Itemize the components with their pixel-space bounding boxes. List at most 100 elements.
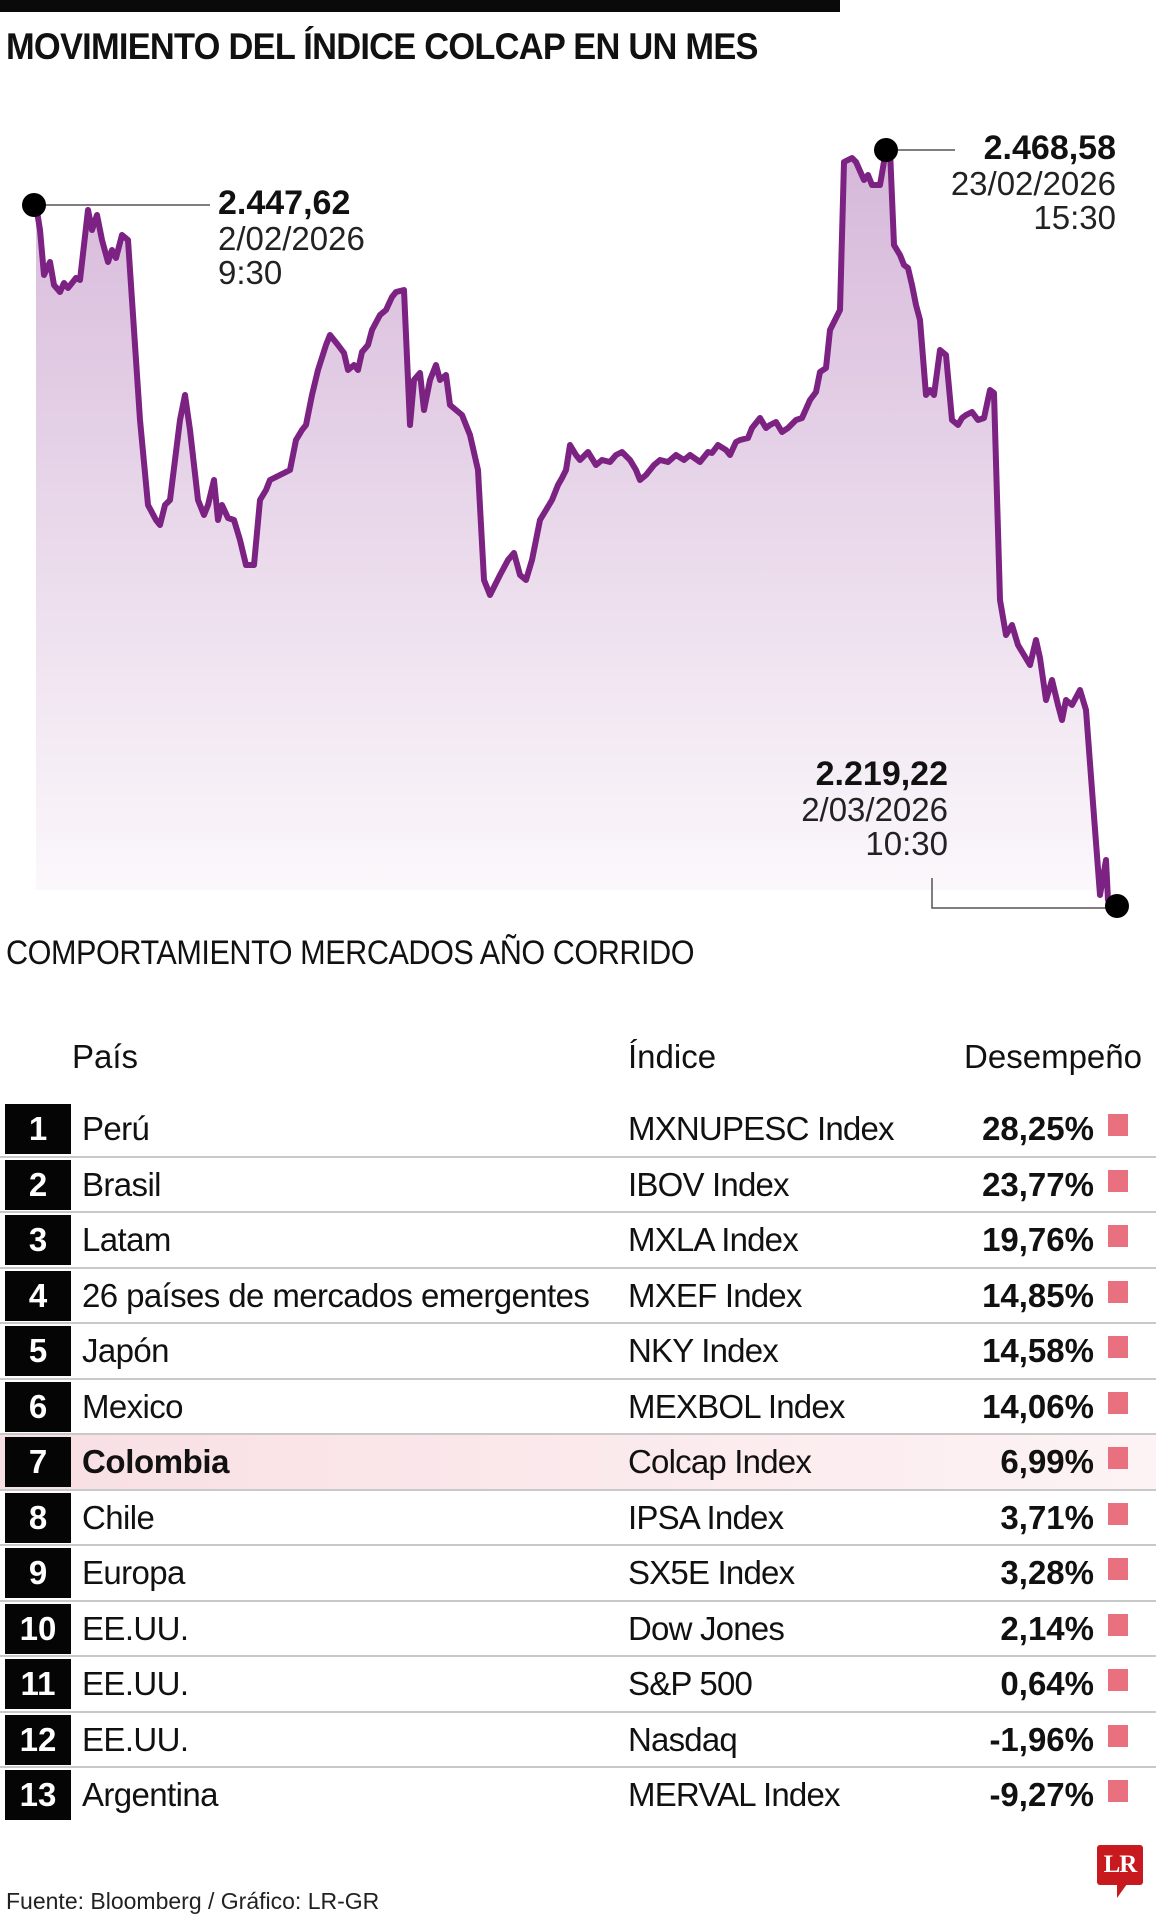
source-credit: Fuente: Bloomberg / Gráfico: LR-GR	[6, 1888, 380, 1914]
performance-cell: 14,06%	[982, 1387, 1094, 1425]
performance-marker-icon	[1108, 1669, 1128, 1691]
end-annotation: 2.219,22 2/03/2026 10:30	[801, 755, 948, 863]
performance-marker-icon	[1108, 1169, 1128, 1192]
start-annotation: 2.447,62 2/02/2026 9:30	[218, 185, 365, 292]
index-cell: SX5E Index	[628, 1554, 795, 1591]
end-leader-line	[931, 878, 1117, 909]
rank-badge: 1	[5, 1104, 71, 1154]
performance-cell: 14,58%	[982, 1332, 1094, 1369]
country-cell: EE.UU.	[82, 1720, 189, 1758]
index-cell: IPSA Index	[628, 1498, 784, 1536]
country-cell: Perú	[82, 1110, 150, 1147]
index-cell: Dow Jones	[628, 1609, 785, 1647]
max-annotation: 2.468,58 23/02/2026 15:30	[950, 129, 1116, 237]
performance-cell: 19,76%	[982, 1221, 1094, 1258]
index-cell: MEXBOL Index	[628, 1387, 845, 1425]
table-row: 6 Mexico MEXBOL Index 14,06%	[0, 1380, 1156, 1435]
table-row: 5 Japón NKY Index 14,58%	[0, 1324, 1156, 1380]
table-header: País Índice Desempeño	[0, 1038, 1156, 1082]
end-point-marker	[1105, 894, 1129, 918]
performance-marker-icon	[1108, 1336, 1128, 1358]
table-row: 3 Latam MXLA Index 19,76%	[0, 1213, 1156, 1269]
country-cell: Mexico	[82, 1387, 184, 1425]
table-row: 9 Europa SX5E Index 3,28%	[0, 1546, 1156, 1602]
rank-badge: 6	[5, 1381, 71, 1432]
markets-table: 1 Perú MXNUPESC Index 28,25% 2 Brasil IB…	[0, 1102, 1156, 1824]
rank-badge: 9	[5, 1548, 71, 1598]
country-cell: Argentina	[82, 1776, 218, 1813]
performance-marker-icon	[1108, 1114, 1128, 1136]
country-cell: Japón	[82, 1332, 170, 1369]
performance-marker-icon	[1108, 1225, 1128, 1247]
performance-marker-icon	[1108, 1558, 1128, 1580]
country-cell: Latam	[82, 1221, 171, 1258]
header-country: País	[72, 1038, 139, 1075]
header-performance: Desempeño	[964, 1038, 1142, 1075]
country-cell: Brasil	[82, 1165, 162, 1203]
start-time: 9:30	[218, 254, 283, 292]
performance-cell: 28,25%	[982, 1110, 1094, 1147]
performance-marker-icon	[1108, 1724, 1128, 1747]
country-cell: EE.UU.	[82, 1609, 189, 1647]
performance-cell: -9,27%	[989, 1776, 1094, 1813]
index-cell: Colcap Index	[628, 1443, 812, 1480]
top-rule	[0, 0, 840, 12]
performance-cell: -1,96%	[989, 1720, 1094, 1758]
index-cell: MXNUPESC Index	[628, 1110, 895, 1147]
end-time: 10:30	[865, 825, 948, 863]
page-title: MOVIMIENTO DEL ÍNDICE COLCAP EN UN MES	[6, 26, 759, 67]
table-row: 12 EE.UU. Nasdaq -1,96%	[0, 1713, 1156, 1768]
max-point-marker	[874, 138, 898, 162]
section-title: COMPORTAMIENTO MERCADOS AÑO CORRIDO	[6, 934, 695, 972]
table-row: 11 EE.UU. S&P 500 0,64%	[0, 1657, 1156, 1713]
country-cell: 26 países de mercados emergentes	[82, 1276, 590, 1314]
index-cell: MXLA Index	[628, 1221, 799, 1258]
performance-cell: 3,28%	[1000, 1554, 1094, 1591]
max-time: 15:30	[1033, 199, 1116, 237]
rank-badge: 5	[5, 1326, 71, 1376]
table-row: 10 EE.UU. Dow Jones 2,14%	[0, 1602, 1156, 1657]
country-cell: Chile	[82, 1498, 155, 1536]
rank-badge: 4	[5, 1270, 71, 1321]
performance-cell: 6,99%	[1000, 1443, 1094, 1480]
start-point-marker	[22, 193, 46, 217]
chart-area-fill	[36, 150, 1117, 906]
table-row: 4 26 países de mercados emergentes MXEF …	[0, 1269, 1156, 1324]
index-cell: Nasdaq	[628, 1720, 738, 1758]
rank-badge: 7	[5, 1437, 71, 1487]
table-row-highlighted: 7 Colombia Colcap Index 6,99%	[0, 1435, 1156, 1491]
country-cell: EE.UU.	[82, 1665, 189, 1702]
index-cell: S&P 500	[628, 1665, 753, 1702]
performance-cell: 23,77%	[982, 1165, 1094, 1203]
colcap-area-chart	[22, 138, 1129, 918]
max-date: 23/02/2026	[950, 164, 1116, 202]
country-cell: Europa	[82, 1554, 185, 1591]
performance-marker-icon	[1108, 1780, 1128, 1802]
performance-marker-icon	[1108, 1447, 1128, 1469]
performance-marker-icon	[1108, 1280, 1128, 1303]
index-cell: MERVAL Index	[628, 1776, 841, 1813]
rank-badge: 11	[5, 1659, 71, 1709]
performance-cell: 14,85%	[982, 1276, 1094, 1314]
rank-badge: 10	[5, 1603, 71, 1654]
lr-logo-icon: LR	[1097, 1845, 1143, 1885]
lr-logo-speech-tail	[1117, 1884, 1127, 1898]
rank-badge: 8	[5, 1492, 71, 1543]
end-date: 2/03/2026	[801, 790, 948, 828]
colcap-line	[33, 147, 1120, 909]
start-date: 2/02/2026	[218, 219, 365, 257]
max-value: 2.468,58	[983, 129, 1116, 167]
country-cell: Colombia	[82, 1443, 230, 1480]
table-row: 13 Argentina MERVAL Index -9,27%	[0, 1768, 1156, 1824]
index-cell: IBOV Index	[628, 1165, 790, 1203]
performance-cell: 0,64%	[1000, 1665, 1094, 1702]
index-cell: NKY Index	[628, 1332, 779, 1369]
end-value: 2.219,22	[815, 755, 948, 793]
index-cell: MXEF Index	[628, 1276, 802, 1314]
performance-marker-icon	[1108, 1391, 1128, 1414]
rank-badge: 12	[5, 1714, 71, 1765]
rank-badge: 3	[5, 1215, 71, 1265]
performance-marker-icon	[1108, 1502, 1128, 1525]
rank-badge: 13	[5, 1770, 71, 1820]
table-row: 2 Brasil IBOV Index 23,77%	[0, 1158, 1156, 1213]
